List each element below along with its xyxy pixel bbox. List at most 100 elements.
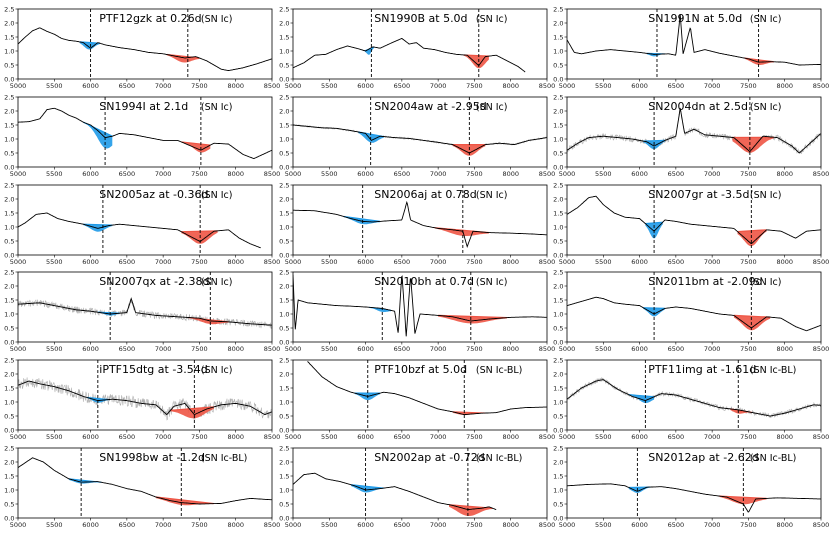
smoothed-spectrum-line [567, 379, 821, 417]
o-i-feature-band-continuum [719, 495, 767, 499]
panel-title: SN1991N at 5.0d [648, 12, 742, 25]
x-tick-label: 5500 [595, 258, 612, 266]
x-tick-label: 5000 [10, 170, 27, 178]
y-tick-label: 2.5 [279, 268, 289, 276]
panel-title: SN2002ap at -0.72d [374, 451, 484, 464]
o-i-feature-band [737, 229, 767, 247]
y-tick-label: 0.0 [553, 75, 563, 83]
y-tick-label: 0.0 [279, 426, 289, 434]
panel-sn-type: (SN Ic-BL) [476, 453, 523, 464]
y-tick-label: 2.0 [4, 107, 14, 115]
panel-sn-type: (SN Ic) [201, 277, 233, 288]
panel-title: SN1990B at 5.0d [374, 12, 467, 25]
plot-area [293, 123, 547, 156]
x-tick-label: 7500 [466, 170, 483, 178]
plot-area [567, 14, 821, 66]
y-tick-label: 2.5 [4, 93, 14, 101]
axes-frame [17, 8, 273, 80]
x-tick-label: 6500 [668, 345, 685, 353]
smoothed-spectrum-line [307, 361, 547, 416]
x-tick-label: 5000 [10, 258, 27, 266]
y-tick-label: 2.0 [4, 19, 14, 27]
axes-frame [292, 8, 548, 80]
x-tick-label: 7000 [430, 433, 447, 441]
axes-frame [566, 184, 822, 256]
x-tick-label: 5000 [559, 82, 576, 90]
x-tick-label: 8000 [776, 258, 793, 266]
smoothed-spectrum-line [567, 296, 821, 332]
fe-ii-feature-band-continuum [643, 139, 665, 142]
raw-spectrum-line [567, 107, 821, 155]
axes-frame [292, 271, 548, 343]
spectrum-panel-SN1994I: 5000 5500 6000 6500 7000 7500 8000 8500 0.0 0.5 1.… [4, 93, 280, 178]
x-tick-label: 5500 [595, 521, 612, 529]
x-tick-label: 8500 [813, 521, 830, 529]
x-tick-label: 5000 [10, 521, 27, 529]
y-tick-label: 1.5 [553, 121, 563, 129]
panel-sn-type: (SN Ic) [750, 14, 782, 25]
y-tick-label: 0.5 [279, 149, 289, 157]
x-tick-label: 5000 [285, 345, 302, 353]
panel-title: SN2012ap at -2.62d [648, 451, 758, 464]
y-tick-label: 1.0 [279, 486, 289, 494]
plot-area [293, 38, 526, 73]
panel-title: SN2007gr at -3.5d [648, 188, 749, 201]
plot-area [293, 274, 547, 337]
y-tick-label: 0.0 [553, 251, 563, 259]
fe-ii-feature-band [364, 47, 375, 55]
o-i-feature-band-continuum [181, 230, 218, 233]
y-tick-label: 0.5 [4, 500, 14, 508]
plot-area [293, 472, 497, 516]
x-tick-label: 8500 [539, 82, 556, 90]
axes-frame [292, 96, 548, 168]
x-tick-label: 8000 [502, 82, 519, 90]
x-tick-label: 6500 [119, 258, 136, 266]
plot-area [18, 457, 272, 506]
y-tick-label: 2.0 [553, 458, 563, 466]
x-tick-label: 5500 [321, 170, 338, 178]
axes-frame [17, 359, 273, 431]
x-tick-label: 6500 [668, 82, 685, 90]
x-tick-label: 8000 [776, 82, 793, 90]
x-tick-label: 7000 [704, 521, 721, 529]
o-i-feature-band [181, 230, 218, 244]
x-tick-label: 6000 [631, 433, 648, 441]
spectrum-panel-SN2011bm: 5000 5500 6000 6500 7000 7500 8000 8500 0.0 0.5 1.… [553, 268, 829, 353]
x-tick-label: 7000 [704, 345, 721, 353]
y-tick-label: 2.5 [279, 356, 289, 364]
o-i-feature-band [733, 315, 771, 331]
x-tick-label: 6500 [394, 258, 411, 266]
plot-area [567, 376, 821, 418]
x-tick-label: 6000 [82, 433, 99, 441]
spectrum-panel-SN2010bh: 5000 5500 6000 6500 7000 7500 8000 8500 0.0 0.5 1.… [279, 268, 555, 353]
y-tick-label: 0.5 [279, 237, 289, 245]
o-i-feature-band-continuum [737, 229, 767, 233]
smoothed-spectrum-line [567, 483, 821, 513]
x-tick-label: 6000 [357, 521, 374, 529]
panel-title: SN2007qx at -2.38d [99, 275, 209, 288]
y-tick-label: 1.0 [4, 310, 14, 318]
axes-frame [17, 184, 273, 256]
x-tick-label: 5000 [285, 521, 302, 529]
y-tick-label: 0.5 [279, 61, 289, 69]
x-tick-label: 8000 [227, 345, 244, 353]
y-tick-label: 1.0 [553, 47, 563, 55]
y-tick-label: 1.5 [279, 209, 289, 217]
y-tick-label: 1.5 [553, 33, 563, 41]
y-tick-label: 2.0 [553, 282, 563, 290]
y-tick-label: 2.5 [4, 444, 14, 452]
x-tick-label: 5500 [595, 345, 612, 353]
axes-frame [566, 359, 822, 431]
x-tick-label: 7500 [466, 82, 483, 90]
x-tick-label: 5000 [10, 433, 27, 441]
panel-title: SN2011bm at -2.09d [648, 275, 762, 288]
axes-frame [292, 184, 548, 256]
y-tick-label: 2.0 [279, 370, 289, 378]
panel-sn-type: (SN Ic) [476, 277, 508, 288]
x-tick-label: 5500 [595, 433, 612, 441]
y-tick-label: 0.5 [279, 412, 289, 420]
y-tick-label: 0.5 [553, 149, 563, 157]
panel-sn-type: (SN Ic) [476, 102, 508, 113]
plot-area [567, 296, 821, 332]
smoothed-spectrum-line [18, 107, 272, 159]
